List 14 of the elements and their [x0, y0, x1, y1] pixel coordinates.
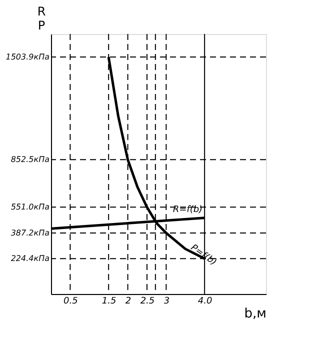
y-axis-title: R P [37, 4, 46, 32]
y-tick-label: 852.5кПа [10, 155, 50, 164]
y-tick-label: 224.4кПа [10, 254, 50, 264]
x-tick-label: 1.5 [102, 296, 117, 306]
x-tick-label: 3 [164, 296, 170, 306]
y-tick-label: 1503.9кПа [6, 52, 50, 62]
x-tick-label: 2.5 [140, 296, 155, 306]
y-tick-label: 387.2кПа [10, 228, 50, 238]
x-tick-label: 4.0 [198, 296, 212, 306]
y-tick-label: 551.0кПа [10, 202, 50, 212]
series-label: R=f(b) [172, 204, 203, 215]
x-tick-label: 0.5 [64, 296, 78, 306]
x-axis-title: b,м [244, 306, 266, 322]
x-tick-label: 2 [125, 296, 132, 306]
